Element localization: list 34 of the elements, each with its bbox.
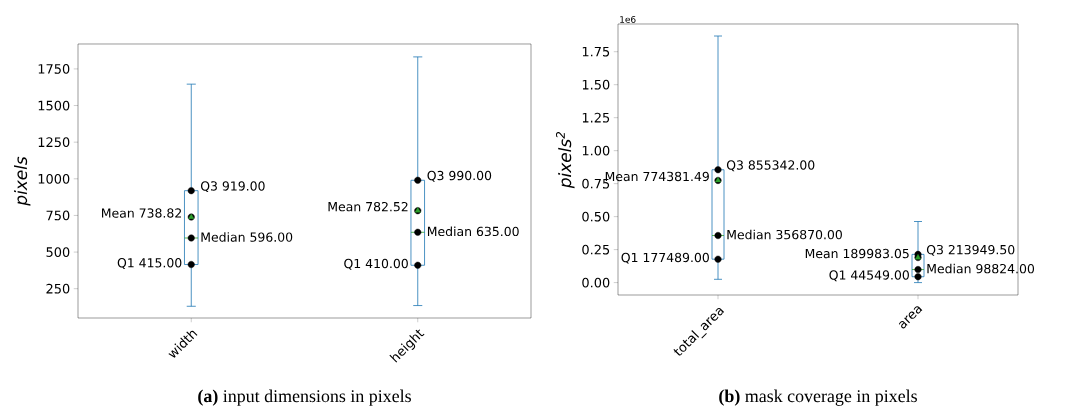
- annotation: Median 635.00: [427, 226, 519, 237]
- annotation: Mean 189983.05: [805, 248, 909, 259]
- y-tick-label: 1.75: [582, 46, 610, 57]
- y-tick-label: 0.00: [582, 277, 610, 288]
- annotation: Q1 415.00: [117, 258, 182, 269]
- text: (a) input dimensions in pixels: [198, 389, 411, 406]
- y-tick-label: 0.25: [582, 244, 610, 255]
- annotation: Mean 738.82: [102, 208, 181, 218]
- y-axis-title: pixels: [14, 156, 31, 206]
- y-tick-label: 500: [46, 247, 70, 257]
- y-tick-label: 0.50: [582, 211, 610, 222]
- y-tick-label: 1.00: [582, 145, 610, 156]
- annotation: Q3 213949.50: [926, 244, 1015, 256]
- y-tick-label: 1.50: [582, 79, 610, 90]
- y-axis-title: pixels$^{2}$: [555, 131, 575, 189]
- text: 1e6: [620, 16, 636, 23]
- y-tick-label: 250: [46, 283, 70, 294]
- annotation: Q3 855342.00: [726, 160, 815, 172]
- y-tick-label: 750: [46, 210, 70, 221]
- text: (b) mask coverage in pixels: [719, 389, 917, 406]
- annotation: Median 596.00: [201, 232, 293, 242]
- annotation: Median 356870.00: [727, 229, 842, 240]
- y-tick-label: 1000: [38, 173, 70, 184]
- y-tick-label: 1750: [38, 64, 70, 74]
- annotation: Q1 177489.00: [621, 252, 709, 264]
- annotation: Median 98824.00: [927, 263, 1035, 274]
- y-tick-label: 1500: [38, 100, 70, 111]
- y-tick-label: 1250: [38, 137, 70, 148]
- annotation: Q1 410.00: [344, 258, 408, 270]
- annotation: Q3 919.00: [200, 181, 265, 193]
- annotation: Q1 44549.00: [829, 270, 909, 282]
- y-tick-label: 1.25: [582, 112, 610, 123]
- annotation: Q3 990.00: [427, 170, 492, 182]
- annotation: Mean 782.52: [328, 201, 408, 212]
